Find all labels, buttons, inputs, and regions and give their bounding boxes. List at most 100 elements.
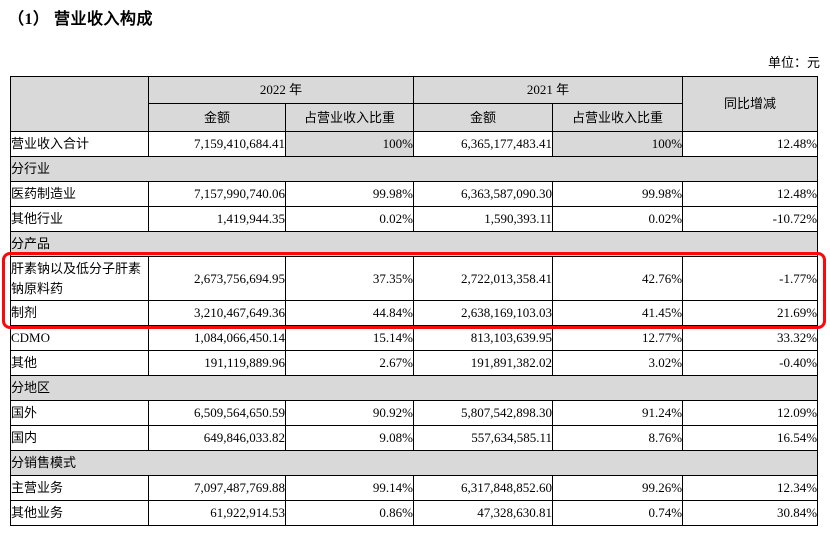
row-label: 肝素钠以及低分子肝素钠原料药 (10, 256, 149, 301)
amount-2021-cell: 813,103,639.95 (413, 325, 554, 351)
ratio-2021-cell: 99.26% (552, 475, 684, 501)
yoy-cell: -10.72% (682, 206, 819, 232)
yoy-header: 同比增减 (682, 76, 819, 132)
revenue-composition-table: 2022 年 2021 年 同比增减 金额 占营业收入比重 金额 占营业收入比重… (9, 76, 819, 526)
ratio-2021-header: 占营业收入比重 (552, 103, 684, 132)
ratio-2022-cell: 100% (284, 131, 415, 157)
amount-2021-cell: 557,634,585.11 (413, 425, 554, 451)
section-row: 分行业 (9, 156, 819, 182)
amount-2021-cell: 6,317,848,852.60 (413, 475, 554, 501)
data-row: 其他 191,119,889.96 2.67% 191,891,382.02 3.02%… (10, 350, 819, 376)
amount-2021-cell: 6,365,177,483.41 (413, 131, 554, 157)
ratio-2022-header: 占营业收入比重 (284, 103, 415, 132)
data-row: 营业收入合计 7,159,410,684.41 100% 6,365,177,483.… (10, 131, 819, 157)
table-header: 2022 年 2021 年 同比增减 金额 占营业收入比重 金额 占营业收入比重 (10, 76, 819, 132)
ratio-2022-cell: 37.35% (284, 256, 415, 301)
ratio-2022-cell: 0.02% (284, 206, 415, 232)
amount-2021-cell: 5,807,542,898.30 (413, 400, 554, 426)
year-2022-header: 2022 年 (147, 76, 415, 104)
header-row-years: 2022 年 2021 年 同比增减 (10, 76, 819, 132)
ratio-2022-cell: 44.84% (284, 300, 415, 326)
yoy-cell: 33.32% (682, 325, 819, 351)
data-row: 国外 6,509,564,650.59 90.92% 5,807,542,898.30… (10, 400, 819, 426)
amount-2021-cell: 2,638,169,103.03 (413, 300, 554, 326)
data-row: 医药制造业 7,157,990,740.06 99.98% 6,363,587,090… (10, 181, 819, 207)
ratio-2022-cell: 15.14% (284, 325, 415, 351)
ratio-2021-cell: 3.02% (552, 350, 684, 376)
row-label: 其他 (10, 350, 149, 376)
amount-2021-cell: 1,590,393.11 (413, 206, 554, 232)
ratio-2022-cell: 0.86% (284, 500, 415, 526)
data-row: 肝素钠以及低分子肝素钠原料药 2,673,756,694.95 37.35% 2,72… (10, 256, 819, 301)
table-body: 营业收入合计 7,159,410,684.41 100% 6,365,177,483.… (9, 131, 819, 526)
yoy-cell: -0.40% (682, 350, 819, 376)
amount-2022-cell: 649,846,033.82 (148, 425, 286, 451)
ratio-2022-cell: 2.67% (284, 350, 415, 376)
ratio-2021-cell: 12.77% (552, 325, 684, 351)
yoy-cell: 21.69% (682, 300, 819, 326)
yoy-cell: 12.48% (682, 181, 819, 207)
section-row: 分地区 (9, 375, 819, 401)
ratio-2022-cell: 99.14% (284, 475, 415, 501)
section-label: 分产品 (9, 231, 819, 257)
data-row: CDMO 1,084,066,450.14 15.14% 813,103,639.95… (10, 325, 819, 351)
row-label: 其他业务 (10, 500, 149, 526)
section-label: 分行业 (9, 156, 819, 182)
amount-2021-cell: 6,363,587,090.30 (413, 181, 554, 207)
row-label: 其他行业 (10, 206, 149, 232)
amount-2022-cell: 2,673,756,694.95 (148, 256, 286, 301)
ratio-2022-cell: 9.08% (284, 425, 415, 451)
unit-label: 单位：元 (767, 55, 820, 70)
row-label: 国内 (10, 425, 149, 451)
yoy-cell: 30.84% (682, 500, 819, 526)
amount-2022-header: 金额 (148, 103, 286, 132)
corner-cell (10, 76, 149, 132)
row-label: 医药制造业 (10, 181, 149, 207)
section-row: 分销售模式 (9, 450, 819, 476)
data-row: 国内 649,846,033.82 9.08% 557,634,585.11 8.76%… (10, 425, 819, 451)
section-label: 分地区 (9, 375, 819, 401)
amount-2021-header: 金额 (413, 103, 554, 132)
yoy-cell: 16.54% (682, 425, 819, 451)
ratio-2021-cell: 0.74% (552, 500, 684, 526)
ratio-2022-cell: 90.92% (284, 400, 415, 426)
year-2021-header: 2021 年 (413, 76, 684, 104)
ratio-2022-cell: 99.98% (284, 181, 415, 207)
ratio-2021-cell: 0.02% (552, 206, 684, 232)
data-row: 主营业务 7,097,487,769.88 99.14% 6,317,848,852.… (10, 475, 819, 501)
amount-2022-cell: 7,097,487,769.88 (148, 475, 286, 501)
data-row: 其他行业 1,419,944.35 0.02% 1,590,393.11 0.02% -1… (10, 206, 819, 232)
row-label: CDMO (10, 325, 149, 351)
row-label: 主营业务 (10, 475, 149, 501)
amount-2022-cell: 3,210,467,649.36 (148, 300, 286, 326)
ratio-2021-cell: 41.45% (552, 300, 684, 326)
row-label: 国外 (10, 400, 149, 426)
header-row-metrics: 金额 占营业收入比重 金额 占营业收入比重 (11, 103, 818, 132)
ratio-2021-cell: 42.76% (552, 256, 684, 301)
yoy-cell: 12.48% (682, 131, 819, 157)
amount-2021-cell: 191,891,382.02 (413, 350, 554, 376)
ratio-2021-cell: 91.24% (552, 400, 684, 426)
yoy-cell: 12.09% (682, 400, 819, 426)
amount-2021-cell: 2,722,013,358.41 (413, 256, 554, 301)
row-label: 营业收入合计 (10, 131, 149, 157)
amount-2021-cell: 47,328,630.81 (413, 500, 554, 526)
section-label: 分销售模式 (9, 450, 819, 476)
data-row: 制剂 3,210,467,649.36 44.84% 2,638,169,103.03… (10, 300, 819, 326)
amount-2022-cell: 61,922,914.53 (148, 500, 286, 526)
data-row: 其他业务 61,922,914.53 0.86% 47,328,630.81 0.74%… (10, 500, 819, 526)
amount-2022-cell: 6,509,564,650.59 (148, 400, 286, 426)
ratio-2021-cell: 100% (552, 131, 684, 157)
amount-2022-cell: 7,157,990,740.06 (148, 181, 286, 207)
amount-2022-cell: 191,119,889.96 (148, 350, 286, 376)
row-label: 制剂 (10, 300, 149, 326)
section-row: 分产品 (9, 231, 819, 257)
ratio-2021-cell: 8.76% (552, 425, 684, 451)
ratio-2021-cell: 99.98% (552, 181, 684, 207)
amount-2022-cell: 1,084,066,450.14 (148, 325, 286, 351)
amount-2022-cell: 7,159,410,684.41 (148, 131, 286, 157)
amount-2022-cell: 1,419,944.35 (148, 206, 286, 232)
yoy-cell: 12.34% (682, 475, 819, 501)
page-title: （1） 营业收入构成 (8, 11, 154, 28)
